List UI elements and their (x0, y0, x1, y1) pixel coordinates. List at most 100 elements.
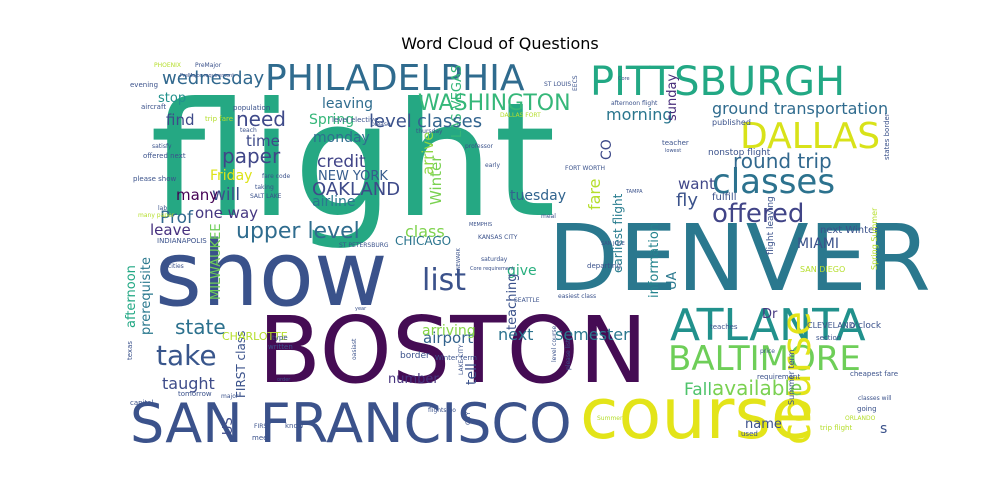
cloud-word: credit (317, 152, 366, 172)
cloud-word: price (760, 348, 775, 355)
cloud-word: order (277, 377, 291, 383)
cloud-word: KANSAS CITY (478, 234, 518, 241)
cloud-word: tomorrow (178, 390, 212, 398)
cloud-word: know (285, 422, 304, 430)
cloud-word: SEATTLE (514, 297, 540, 304)
cloud-word: aircraft (141, 103, 166, 111)
cloud-word: SAN FRANCISCO (130, 392, 572, 455)
cloud-word: one way (195, 204, 258, 222)
cloud-word: will (212, 185, 240, 205)
cloud-word: teacher (662, 139, 689, 147)
cloud-word: EECS (572, 75, 579, 91)
cloud-word: afternoon (124, 265, 139, 328)
cloud-word: next (498, 325, 533, 344)
cloud-word: PHILADELPHIA (265, 58, 525, 99)
cloud-word: published (712, 118, 751, 127)
cloud-word: DALLAS (740, 116, 880, 157)
cloud-word: list (422, 263, 466, 298)
cloud-word: show (155, 222, 388, 327)
cloud-word: paper (222, 144, 281, 168)
cloud-word: name (745, 417, 782, 432)
cloud-word: Core requirement (470, 266, 514, 272)
cloud-word: SALT LAKE (250, 193, 282, 200)
cloud-word: Fall (684, 380, 712, 400)
cloud-word: Winter (427, 155, 445, 205)
cloud-word: capital (130, 399, 154, 407)
cloud-word: type (272, 334, 288, 342)
cloud-word: lowest (665, 148, 681, 154)
cloud-word: state (175, 315, 226, 339)
cloud-word: NEW YORK (318, 169, 388, 184)
cloud-word: texas (126, 341, 134, 360)
cloud-word: US (221, 417, 236, 435)
cloud-word: available (712, 376, 802, 400)
cloud-word: classes will (858, 395, 892, 402)
cloud-word: year (355, 306, 367, 312)
cloud-word: DALLAS FORT (500, 112, 541, 119)
cloud-word: offered (712, 199, 804, 229)
cloud-word: taught (162, 374, 215, 393)
cloud-word: semester (555, 325, 630, 344)
cloud-word: Friday (210, 168, 252, 184)
cloud-word: need (236, 107, 286, 131)
cloud-word: PreMajor (195, 62, 222, 69)
cloud-word: teaches (710, 323, 738, 331)
cloud-word: taking (255, 184, 274, 191)
cloud-word: ground transportation (712, 99, 888, 118)
cloud-word: earliest flight (611, 193, 625, 273)
cloud-word: number (388, 372, 439, 387)
cloud-word: Spring (309, 112, 354, 128)
cloud-word: Spring Summer (870, 207, 879, 270)
cloud-word: satisfy (152, 143, 172, 150)
cloud-word: Summer (597, 415, 623, 422)
cloud-word: find (166, 111, 194, 129)
cloud-word: SAN DIEGO (800, 265, 845, 274)
cloud-word: prerequisite (139, 257, 154, 335)
cloud-word: monday (313, 130, 370, 146)
cloud-word: PHOENIX (154, 62, 181, 69)
cloud-word: departing (587, 262, 621, 270)
cloud-word: want (678, 175, 715, 193)
cloud-word: offered next (143, 152, 186, 160)
cloud-word: states border (883, 113, 891, 160)
cloud-word: LAS VEGAS (450, 65, 465, 138)
cloud-word: upper level (236, 219, 360, 244)
cloud-word: MEMPHIS (469, 222, 492, 228)
cloud-word: trip flight (820, 424, 852, 432)
cloud-word: BALTIMORE (668, 339, 861, 379)
chart-title: Word Cloud of Questions (401, 34, 599, 53)
cloud-word: ORLANDO (845, 415, 876, 422)
cloud-word: population (233, 104, 270, 112)
cloud-word: ST LOUIS (544, 81, 571, 88)
cloud-word: thursday (416, 128, 443, 135)
cloud-word: OAKLAND (312, 179, 400, 200)
cloud-word: flight leaving (766, 196, 776, 255)
cloud-word: classes (712, 162, 835, 202)
cloud-word: tell (464, 363, 480, 385)
cloud-word: MIAMI (797, 236, 839, 252)
cloud-word: WASHINGTON (418, 91, 571, 116)
cloud-word: level (369, 111, 412, 132)
cloud-word: Summer term (787, 349, 796, 405)
cloud-word: fare (585, 178, 604, 210)
cloud-word: information (647, 223, 662, 298)
cloud-word: arriving (422, 323, 476, 339)
cloud-word: UA (665, 271, 680, 290)
cloud-word: CHICAGO (395, 234, 451, 248)
cloud-word: course (580, 373, 814, 455)
cloud-word: tuesday (510, 188, 566, 204)
cloud-word: CITY (465, 411, 472, 425)
cloud-word: TAMPA (625, 189, 643, 195)
cloud-word: FIRST (254, 423, 271, 430)
cloud-word: teaching (505, 273, 520, 330)
cloud-word: written (268, 343, 293, 351)
cloud-word: easiest class (558, 293, 596, 300)
cloud-word: saturday (481, 256, 508, 263)
cloud-word: leave (150, 221, 191, 239)
cloud-word: CO (599, 139, 615, 160)
cloud-word: used (741, 430, 758, 438)
cloud-word: SAN JOSE (601, 241, 625, 247)
cloud-word: PITTSBURGH (590, 59, 845, 105)
cloud-word: FIRST class (234, 331, 248, 398)
cloud-word: take (156, 339, 217, 372)
